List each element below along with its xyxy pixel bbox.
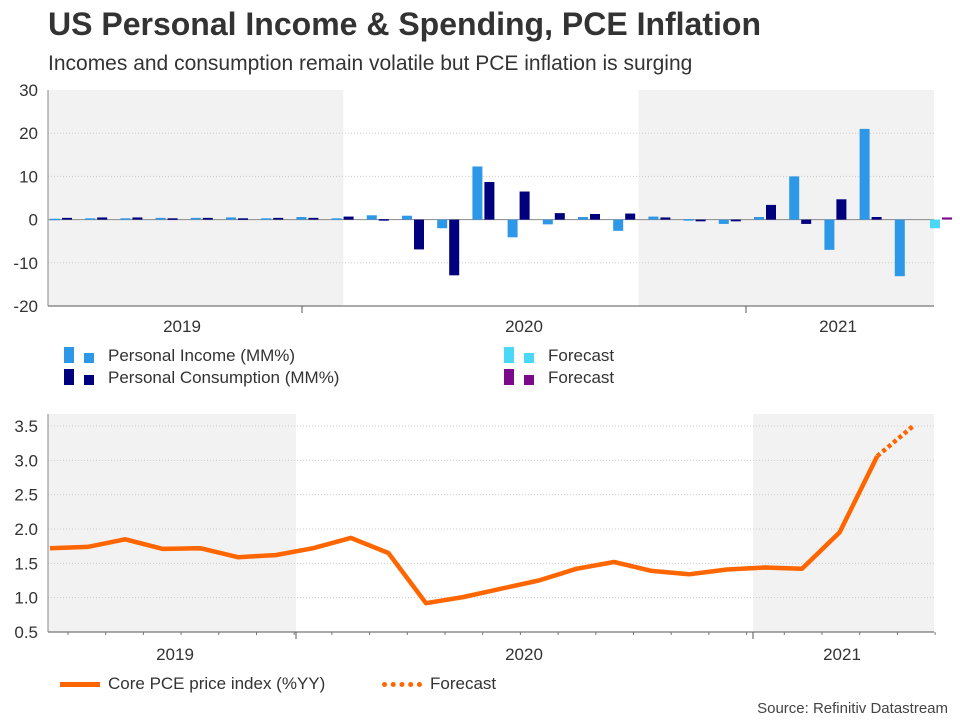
legend-label-income-forecast: Forecast <box>548 346 615 365</box>
pce-line <box>49 455 880 606</box>
income-bar <box>296 217 307 220</box>
income-bar <box>261 218 272 220</box>
consumption-bar <box>484 182 495 220</box>
bar-y-tick-label: 10 <box>19 167 38 186</box>
income-bar <box>683 219 694 221</box>
bar-year-label: 2021 <box>819 317 857 336</box>
legend-label-pce: Core PCE price index (%YY) <box>108 674 326 693</box>
income-bar <box>789 176 800 220</box>
line-y-tick-label: 3.5 <box>14 417 38 436</box>
consumption-bar <box>625 213 636 220</box>
bar-y-tick-label: 30 <box>19 81 38 100</box>
consumption-bar <box>343 216 354 220</box>
consumption-bar <box>554 213 565 220</box>
consumption-bar <box>97 217 108 220</box>
income-bar <box>85 218 96 220</box>
legend-swatch-pce-forecast <box>382 681 422 687</box>
bar-shade-region <box>638 90 934 306</box>
income-bar <box>507 219 518 238</box>
income-bar <box>190 217 201 220</box>
line-year-label: 2019 <box>156 645 194 664</box>
legend-item-pce: Core PCE price index (%YY) <box>60 674 325 694</box>
consumption-bar <box>132 217 143 220</box>
bar-y-tick-label: 0 <box>29 211 38 230</box>
line-y-tick-label: 1.5 <box>14 554 38 573</box>
line-year-label: 2020 <box>505 645 543 664</box>
legend-item-income-forecast: Forecast <box>504 346 614 366</box>
bar-shade-region <box>48 90 344 306</box>
line-y-tick-label: 3.0 <box>14 451 38 470</box>
line-y-tick-label: 2.0 <box>14 520 38 539</box>
income-bar <box>718 219 729 224</box>
consumption-bar <box>871 217 882 220</box>
income-bar <box>754 217 764 220</box>
income-bar <box>648 216 659 220</box>
income-bar <box>120 218 131 220</box>
bar-y-tick-label: -10 <box>13 254 38 273</box>
consumption-bar <box>695 219 706 222</box>
line-shade-region <box>48 414 296 632</box>
legend-label-pce-forecast: Forecast <box>430 674 497 693</box>
income-bar <box>824 219 835 250</box>
consumption-bar <box>449 219 460 276</box>
income-bar <box>366 215 377 220</box>
legend-swatch-consumption <box>64 369 104 387</box>
legend-label-income: Personal Income (MM%) <box>108 346 296 365</box>
consumption-bar <box>519 191 530 220</box>
consumption-bar <box>414 219 424 250</box>
consumption-bar <box>308 217 319 220</box>
consumption-bar <box>942 217 952 220</box>
consumption-bar <box>378 219 389 221</box>
pce-forecast-line <box>875 424 915 458</box>
bar-year-label: 2020 <box>505 317 543 336</box>
consumption-bar <box>167 218 178 220</box>
income-bar <box>155 217 166 220</box>
consumption-bar <box>238 218 248 220</box>
income-bar <box>613 219 624 231</box>
legend-item-consumption-forecast: Forecast <box>504 368 614 388</box>
consumption-bar <box>273 217 284 220</box>
consumption-bar <box>62 217 72 220</box>
chart-subtitle: Incomes and consumption remain volatile … <box>48 52 693 75</box>
line-y-tick-label: 0.5 <box>14 623 38 642</box>
legend-swatch-income-forecast <box>504 347 544 365</box>
source-note: Source: Refinitiv Datastream <box>757 700 948 717</box>
bar-year-label: 2019 <box>163 317 201 336</box>
legend-item-income: Personal Income (MM%) <box>64 346 295 366</box>
consumption-bar <box>836 199 847 220</box>
consumption-bar <box>660 217 671 220</box>
legend-item-consumption: Personal Consumption (MM%) <box>64 368 339 388</box>
income-bar <box>578 217 588 220</box>
income-bar <box>472 166 483 220</box>
income-bar <box>402 215 412 220</box>
consumption-bar <box>766 204 776 220</box>
bar-y-tick-label: -20 <box>13 297 38 316</box>
legend-swatch-consumption-forecast <box>504 369 544 387</box>
income-bar <box>930 219 940 229</box>
line-y-tick-label: 2.5 <box>14 486 38 505</box>
consumption-bar <box>730 219 741 222</box>
income-bar <box>226 217 236 220</box>
consumption-bar <box>801 219 812 224</box>
bar-y-tick-label: 20 <box>19 124 38 143</box>
consumption-bar <box>202 217 213 220</box>
income-bar <box>894 219 905 277</box>
legend-swatch-income <box>64 347 104 365</box>
legend-label-consumption: Personal Consumption (MM%) <box>108 368 340 387</box>
consumption-bar <box>590 213 600 220</box>
legend-item-pce-forecast: Forecast <box>382 674 496 694</box>
income-bar <box>542 219 553 225</box>
income-bar <box>50 218 60 221</box>
income-bar <box>437 219 448 229</box>
legend-swatch-pce <box>60 681 100 687</box>
chart-title: US Personal Income & Spending, PCE Infla… <box>48 6 761 42</box>
line-year-label: 2021 <box>823 645 861 664</box>
legend-label-consumption-forecast: Forecast <box>548 368 615 387</box>
income-bar <box>331 218 342 220</box>
line-y-tick-label: 1.0 <box>14 589 38 608</box>
income-bar <box>859 128 870 220</box>
